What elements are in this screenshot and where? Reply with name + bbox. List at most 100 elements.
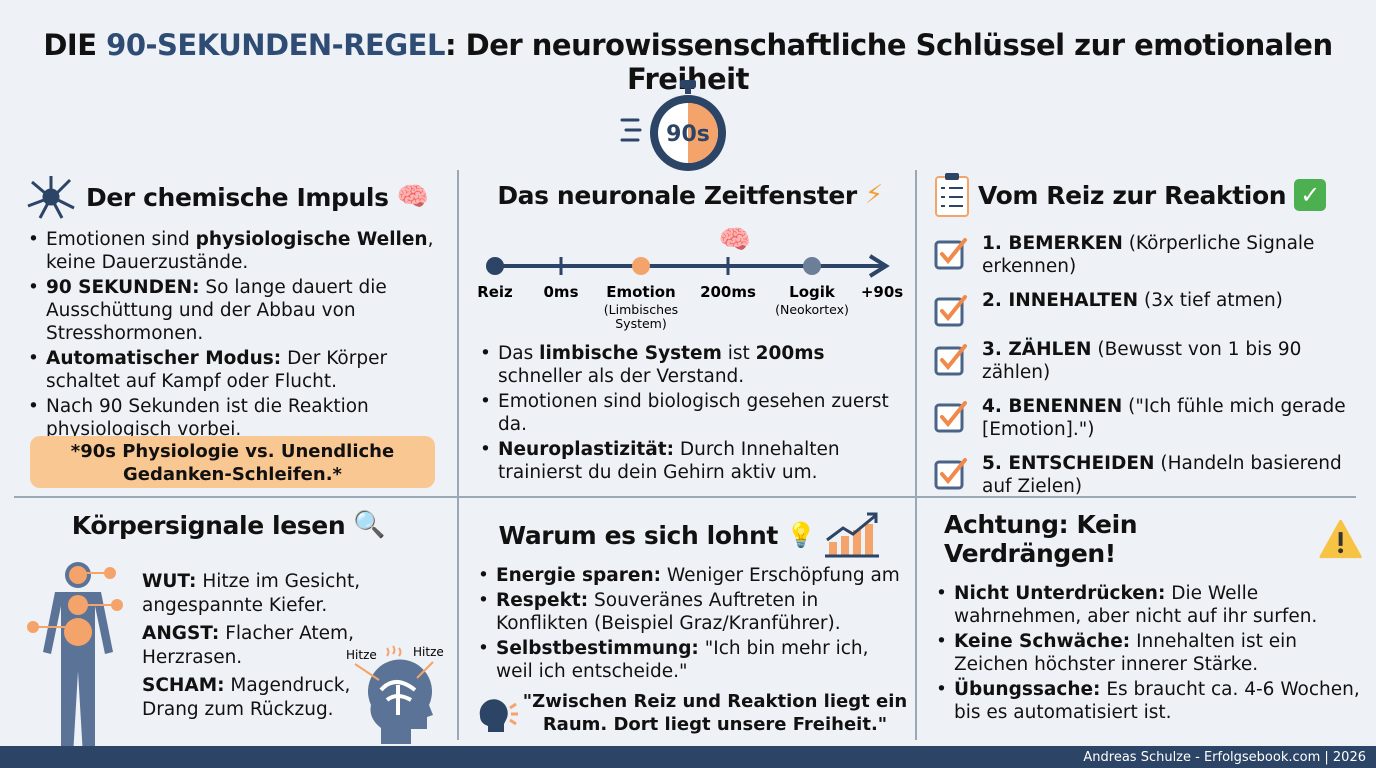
list-item: Selbstbestimmung: "Ich bin mehr ich, wei… xyxy=(474,637,910,683)
panel-heading: Körpersignale lesen xyxy=(71,510,346,540)
speaking-head-icon xyxy=(476,694,520,738)
list-item: Neuroplastizität: Durch Innehalten train… xyxy=(476,438,906,484)
text: ("Ich fühle mich gerade [Emotion].") xyxy=(982,396,1346,440)
step-item: 2. INNEHALTEN (3x tief atmen) xyxy=(934,289,1364,327)
text: Das xyxy=(498,343,540,364)
text: "Ich bin mehr ich, weil ich entscheide." xyxy=(496,638,869,682)
stopwatch-label: 90s xyxy=(666,122,710,147)
text: So lange dauert die Ausschüttung und der… xyxy=(46,277,387,344)
list-item: Keine Schwäche: Innehalten ist ein Zeich… xyxy=(932,630,1362,676)
warning-icon xyxy=(1319,519,1362,559)
panel-chemical-impulse: Der chemische Impuls🧠 Emotionen sind phy… xyxy=(24,172,449,443)
bold-text: physiologische Wellen xyxy=(195,229,428,250)
bold-text: Energie sparen: xyxy=(496,565,662,586)
text: Der Körper schaltet auf Kampf oder Fluch… xyxy=(46,348,388,392)
text: Emotionen sind xyxy=(46,229,196,250)
text: (3x tief atmen) xyxy=(1138,290,1283,311)
divider xyxy=(14,496,1356,498)
heat-label: Hitze xyxy=(413,645,444,659)
panel-heading: Der chemische Impuls xyxy=(86,182,389,212)
text: schneller als der Verstand. xyxy=(498,366,745,387)
brain-icon: 🧠 xyxy=(719,225,751,255)
body-figure-icon xyxy=(27,562,123,756)
panel-heading: Vom Reiz zur Reaktion xyxy=(978,180,1287,210)
step-text: 5. ENTSCHEIDEN (Handeln basierend auf Zi… xyxy=(982,452,1364,498)
bold-text: SCHAM: xyxy=(142,675,225,696)
heat-label: Hitze xyxy=(346,648,377,662)
head-heat-icon: Hitze Hitze xyxy=(346,645,444,744)
step-item: 4. BENENNEN ("Ich fühle mich gerade [Emo… xyxy=(934,395,1364,441)
divider xyxy=(915,170,917,740)
text: (Bewusst von 1 bis 90 zählen) xyxy=(982,339,1302,383)
lightbulb-icon: 💡 xyxy=(785,521,816,549)
text: , keine Dauerzustände. xyxy=(46,229,434,273)
text: Flacher Atem, Herzrasen. xyxy=(142,623,354,668)
page-title: DIE 90-SEKUNDEN-REGEL: Der neurowissensc… xyxy=(43,28,1333,96)
bold-text: 200ms xyxy=(755,343,825,364)
timeline-label: 200ms xyxy=(700,283,756,301)
timeline-label: 0ms xyxy=(544,283,579,301)
magnifier-icon: 🔍 xyxy=(353,510,386,540)
list-item: Nach 90 Sekunden ist die Reaktion physio… xyxy=(24,395,449,441)
text: ist xyxy=(721,343,756,364)
bold-text: 5. ENTSCHEIDEN xyxy=(982,453,1155,474)
signal-item: ANGST: Flacher Atem, Herzrasen. xyxy=(142,622,372,670)
panel-warning: Achtung: Kein Verdrängen! Nicht Unterdrü… xyxy=(932,510,1362,726)
step-text: 3. ZÄHLEN (Bewusst von 1 bis 90 zählen) xyxy=(982,338,1364,384)
text: Souveränes Auftreten in Konflikten (Beis… xyxy=(496,590,841,634)
neuron-icon xyxy=(27,176,75,219)
step-item: 5. ENTSCHEIDEN (Handeln basierend auf Zi… xyxy=(934,452,1364,498)
timeline-sublabel: System) xyxy=(615,316,667,331)
signal-item: WUT: Hitze im Gesicht, angespannte Kiefe… xyxy=(142,570,372,618)
bold-text: WUT: xyxy=(142,571,197,592)
checkbox-checked-icon xyxy=(934,458,967,490)
timeline-sublabel: (Neokortex) xyxy=(775,302,849,317)
timeline-sublabel: (Limbisches xyxy=(604,302,678,317)
step-item: 1. BEMERKEN (Körperliche Signale erkenne… xyxy=(934,232,1364,278)
text: Es braucht ca. 4-6 Wochen, bis es automa… xyxy=(954,679,1360,723)
text: Hitze im Gesicht, angespannte Kiefer. xyxy=(142,571,361,616)
bold-text: Neuroplastizität: xyxy=(498,439,674,460)
list-item: Das limbische System ist 200ms schneller… xyxy=(476,342,906,388)
brain-icon: 🧠 xyxy=(396,182,429,212)
timeline-label: Reiz xyxy=(477,283,513,301)
panel-body-signals: Körpersignale lesen 🔍 WUT: Hitze im Gesic… xyxy=(0,510,457,756)
text: Weniger Erschöpfung am xyxy=(661,565,900,586)
text: Die Welle wahrnehmen, aber nicht auf ihr… xyxy=(954,583,1318,627)
step-item: 3. ZÄHLEN (Bewusst von 1 bis 90 zählen) xyxy=(934,338,1364,384)
bold-text: ANGST: xyxy=(142,623,220,644)
panel-steps: Vom Reiz zur Reaktion ✓ 1. BEMERKEN (Körp… xyxy=(934,172,1364,509)
bold-text: 4. BENENNEN xyxy=(982,396,1123,417)
text: Durch Innehalten trainierst du dein Gehi… xyxy=(498,439,840,483)
timeline-label: +90s xyxy=(861,283,903,301)
timeline-label: Logik xyxy=(789,283,836,301)
bold-text: Selbstbestimmung: xyxy=(496,638,699,659)
quote: "Zwischen Reiz und Reaktion liegt ein Ra… xyxy=(522,691,908,735)
text: (Handeln basierend auf Zielen) xyxy=(982,453,1342,497)
step-text: 4. BENENNEN ("Ich fühle mich gerade [Emo… xyxy=(982,395,1364,441)
text: Magendruck, Drang zum Rückzug. xyxy=(142,675,351,720)
signal-item: SCHAM: Magendruck, Drang zum Rückzug. xyxy=(142,674,372,722)
panel-benefits: Warum es sich lohnt💡 Energie sparen: Wen… xyxy=(470,510,910,685)
bold-text: limbische System xyxy=(539,343,722,364)
text: (Körperliche Signale erkennen) xyxy=(982,233,1315,277)
divider xyxy=(457,170,459,740)
list-item: Automatischer Modus: Der Körper schaltet… xyxy=(24,347,449,393)
list-item: Emotionen sind physiologische Wellen, ke… xyxy=(24,228,449,274)
bold-text: 90 SEKUNDEN: xyxy=(46,277,200,298)
list-item: Übungssache: Es braucht ca. 4-6 Wochen, … xyxy=(932,678,1362,724)
list-item: Nicht Unterdrücken: Die Welle wahrnehmen… xyxy=(932,582,1362,628)
bold-text: Keine Schwäche: xyxy=(954,631,1131,652)
panel-neural-window: Das neuronale Zeitfenster ⚡ 🧠 Reiz 0ms Em… xyxy=(470,180,910,483)
text: Innehalten ist ein Zeichen höchster inne… xyxy=(954,631,1297,675)
text: Nach 90 Sekunden ist die Reaktion physio… xyxy=(46,396,369,440)
footer: Andreas Schulze - Erfolgsebook.com | 202… xyxy=(0,746,1376,768)
bold-text: Nicht Unterdrücken: xyxy=(954,583,1166,604)
checkbox-checked-icon xyxy=(934,295,967,327)
list-item: 90 SEKUNDEN: So lange dauert die Ausschü… xyxy=(24,276,449,345)
bold-text: Übungssache: xyxy=(954,679,1101,700)
list-item: Respekt: Souveränes Auftreten in Konflik… xyxy=(474,589,910,635)
clipboard-icon xyxy=(935,173,969,217)
panel-heading: Das neuronale Zeitfenster xyxy=(497,180,857,210)
timeline: 🧠 Reiz 0ms Emotion 200ms Logik +90s (Lim… xyxy=(477,225,903,331)
